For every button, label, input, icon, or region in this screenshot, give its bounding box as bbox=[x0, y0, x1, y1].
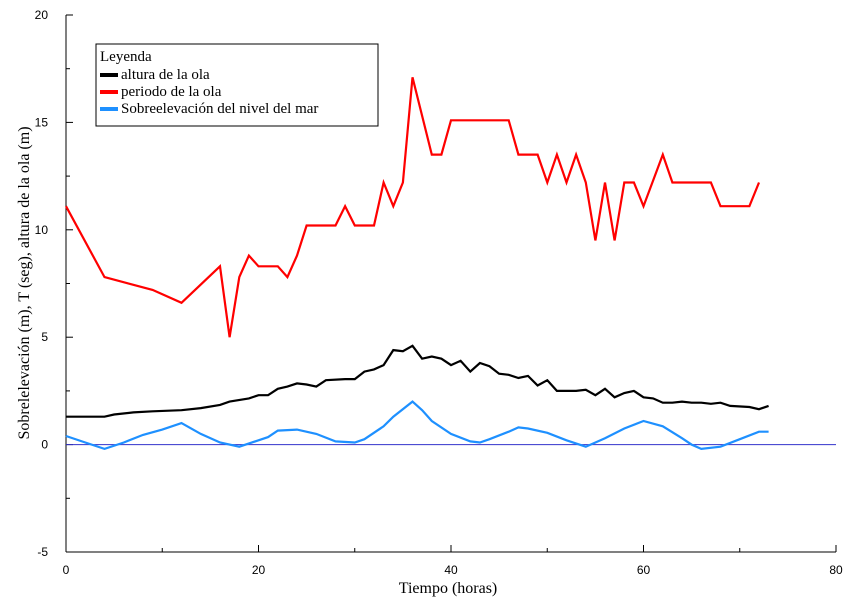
x-tick-label: 0 bbox=[63, 563, 70, 577]
y-tick-label: 0 bbox=[41, 438, 48, 452]
x-tick-label: 40 bbox=[444, 563, 458, 577]
series-line-3 bbox=[65, 400, 769, 451]
tick-labels: -5 0 5 10 15 20 0 20 40 60 80 bbox=[35, 8, 843, 577]
y-tick-label: 5 bbox=[41, 330, 48, 344]
legend-title: Leyenda bbox=[100, 49, 152, 65]
y-tick-label: 15 bbox=[35, 115, 49, 129]
legend-label: periodo de la ola bbox=[121, 84, 222, 100]
x-axis-title: Tiempo (horas) bbox=[399, 580, 498, 597]
series-lines bbox=[65, 77, 769, 451]
axes bbox=[65, 14, 837, 553]
y-tick-label: -5 bbox=[37, 545, 48, 559]
legend-label: altura de la ola bbox=[121, 67, 210, 83]
legend-box bbox=[95, 43, 379, 127]
series-line-1 bbox=[66, 344, 769, 418]
legend-label: Sobreelevación del nivel del mar bbox=[121, 101, 318, 117]
y-tick-label: 10 bbox=[35, 223, 49, 237]
x-tick-label: 20 bbox=[252, 563, 266, 577]
x-tick-label: 80 bbox=[829, 563, 843, 577]
series-line-2 bbox=[65, 77, 761, 338]
y-tick-label: 20 bbox=[35, 8, 49, 22]
y-axis-title: Sobrelelevación (m), T (seg), altura de … bbox=[16, 126, 33, 439]
x-tick-label: 60 bbox=[637, 563, 651, 577]
